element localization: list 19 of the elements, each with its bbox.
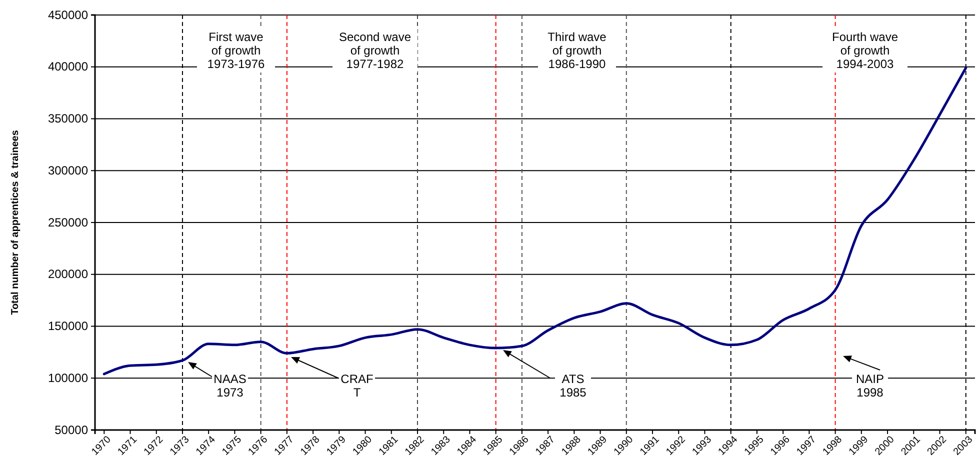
y-axis-title: Total number of apprentices & trainees bbox=[10, 130, 21, 315]
annotation: NAIP 1998 bbox=[856, 372, 884, 400]
y-tick-label: 450000 bbox=[48, 8, 88, 22]
annotation: Fourth wave of growth 1994-2003 bbox=[832, 30, 898, 71]
annotation: Second wave of growth 1977-1982 bbox=[338, 30, 412, 71]
y-tick-label: 350000 bbox=[48, 112, 88, 126]
annotation: NAAS 1973 bbox=[214, 372, 246, 400]
annotation: CRAF T bbox=[340, 372, 374, 400]
annotation: First wave of growth 1973-1976 bbox=[207, 30, 266, 71]
y-tick-label: 400000 bbox=[48, 60, 88, 74]
annotation: Third wave of growth 1986-1990 bbox=[548, 30, 607, 71]
y-tick-label: 250000 bbox=[48, 215, 88, 230]
y-tick-label: 300000 bbox=[48, 163, 88, 178]
y-tick-label: 50000 bbox=[54, 422, 88, 437]
annotation: ATS 1985 bbox=[560, 372, 587, 400]
y-tick-label: 100000 bbox=[48, 370, 88, 385]
line-series bbox=[102, 66, 968, 376]
y-tick-label: 200000 bbox=[48, 267, 88, 282]
y-tick-label: 150000 bbox=[48, 319, 88, 334]
